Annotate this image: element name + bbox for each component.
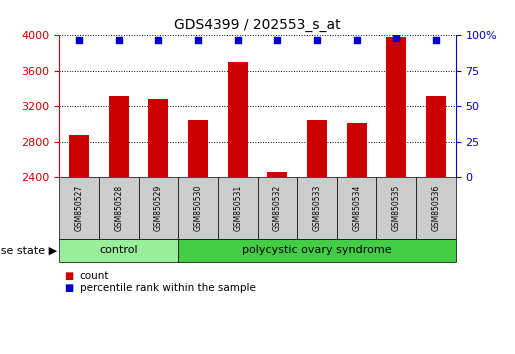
Title: GDS4399 / 202553_s_at: GDS4399 / 202553_s_at	[174, 18, 341, 32]
Point	[352, 37, 360, 42]
Text: control: control	[99, 245, 138, 256]
Text: GSM850535: GSM850535	[392, 185, 401, 231]
Text: ■: ■	[64, 283, 74, 293]
Text: GSM850527: GSM850527	[75, 185, 83, 231]
Point	[154, 37, 162, 42]
Bar	[267, 172, 287, 177]
Point	[313, 37, 321, 42]
Point	[114, 37, 123, 42]
Text: GSM850530: GSM850530	[194, 185, 202, 231]
Point	[75, 37, 83, 42]
Text: ■: ■	[64, 271, 74, 281]
Bar	[426, 96, 446, 177]
Text: GSM850529: GSM850529	[154, 185, 163, 231]
Bar	[307, 120, 327, 177]
Bar	[386, 37, 406, 177]
Point	[233, 37, 242, 42]
Bar	[69, 135, 89, 177]
Text: polycystic ovary syndrome: polycystic ovary syndrome	[242, 245, 392, 256]
Text: GSM850528: GSM850528	[114, 185, 123, 231]
Point	[273, 37, 281, 42]
Text: GSM850533: GSM850533	[313, 185, 321, 231]
Text: GSM850534: GSM850534	[352, 185, 361, 231]
Text: GSM850532: GSM850532	[273, 185, 282, 231]
Point	[392, 35, 401, 41]
Bar	[347, 123, 367, 177]
Bar	[109, 96, 129, 177]
Text: GSM850536: GSM850536	[432, 185, 440, 231]
Text: GSM850531: GSM850531	[233, 185, 242, 231]
Bar	[148, 99, 168, 177]
Text: count: count	[80, 271, 109, 281]
Bar	[188, 120, 208, 177]
Bar	[228, 62, 248, 177]
Point	[432, 37, 440, 42]
Text: percentile rank within the sample: percentile rank within the sample	[80, 283, 256, 293]
Text: disease state ▶: disease state ▶	[0, 245, 57, 256]
Point	[194, 37, 202, 42]
